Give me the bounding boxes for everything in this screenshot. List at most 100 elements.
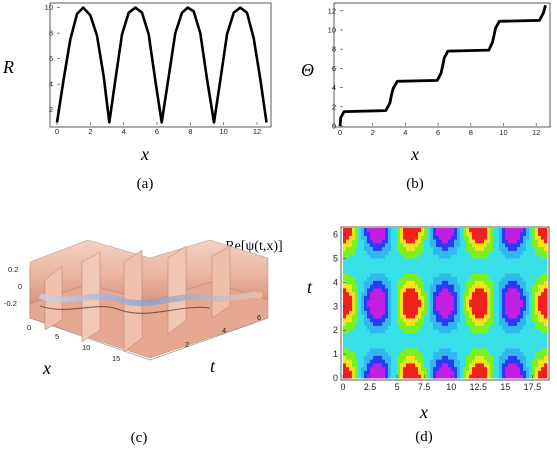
heatmap-cell	[415, 363, 419, 368]
heatmap-cell	[400, 228, 404, 233]
heatmap-cell	[472, 228, 476, 233]
heatmap-cell	[487, 333, 491, 338]
heatmap-cell	[427, 363, 431, 368]
heatmap-cell	[439, 321, 443, 326]
heatmap-cell	[478, 284, 482, 289]
heatmap-cell	[376, 336, 380, 341]
heatmap-cell	[448, 310, 452, 315]
heatmap-cell	[493, 265, 497, 270]
heatmap-cell	[442, 280, 446, 285]
heatmap-cell	[460, 291, 464, 296]
heatmap-cell	[505, 359, 509, 364]
heatmap-cell	[481, 348, 485, 353]
heatmap-cell	[379, 355, 383, 360]
heatmap-cell	[382, 321, 386, 326]
heatmap-cell	[418, 344, 422, 349]
heatmap-cell	[373, 280, 377, 285]
heatmap-cell	[400, 231, 404, 236]
heatmap-cell	[508, 321, 512, 326]
heatmap-cell	[505, 374, 509, 379]
heatmap-cell	[466, 231, 470, 236]
heatmap-cell	[493, 325, 497, 330]
heatmap-cell	[397, 254, 401, 259]
heatmap-cell	[394, 235, 398, 240]
heatmap-cell	[448, 363, 452, 368]
heatmap-cell	[421, 318, 425, 323]
heatmap-cell	[373, 228, 377, 233]
heatmap-cell	[481, 295, 485, 300]
heatmap-cell	[526, 269, 530, 274]
heatmap-cell	[496, 261, 500, 266]
heatmap-cell	[388, 299, 392, 304]
heatmap-cell	[388, 366, 392, 371]
heatmap-cell	[346, 310, 350, 315]
heatmap-cell	[478, 329, 482, 334]
heatmap-cell	[484, 355, 488, 360]
heatmap-cell	[499, 336, 503, 341]
heatmap-cell	[442, 370, 446, 375]
heatmap-cell	[409, 318, 413, 323]
heatmap-cell	[460, 310, 464, 315]
heatmap-cell	[343, 314, 347, 319]
heatmap-cell	[367, 269, 371, 274]
heatmap-cell	[379, 258, 383, 263]
heatmap-cell	[535, 254, 539, 259]
heatmap-cell	[442, 228, 446, 233]
heatmap-cell	[496, 303, 500, 308]
heatmap-cell	[490, 314, 494, 319]
heatmap-cell	[385, 239, 389, 244]
heatmap-cell	[451, 340, 455, 345]
heatmap-cell	[367, 250, 371, 255]
heatmap-cell	[442, 321, 446, 326]
heatmap-cell	[409, 336, 413, 341]
heatmap-cell	[430, 333, 434, 338]
heatmap-cell	[406, 280, 410, 285]
heatmap-cell	[379, 284, 383, 289]
heatmap-cell	[481, 246, 485, 251]
heatmap-cell	[433, 246, 437, 251]
heatmap-cell	[502, 329, 506, 334]
heatmap-cell	[535, 359, 539, 364]
heatmap-cell	[361, 318, 365, 323]
heatmap-cell	[346, 239, 350, 244]
heatmap-cell	[355, 310, 359, 315]
heatmap-cell	[439, 276, 443, 281]
heatmap-cell	[424, 273, 428, 278]
heatmap-cell	[439, 359, 443, 364]
heatmap-cell	[361, 239, 365, 244]
heatmap-cell	[346, 284, 350, 289]
panel-c-ticks: 0.2 0 -0.2 0 5 10 15 2 4 6	[4, 265, 261, 363]
heatmap-cell	[346, 359, 350, 364]
panel-d-ytick-label: 4	[333, 277, 338, 287]
heatmap-cell	[352, 359, 356, 364]
heatmap-cell	[511, 306, 515, 311]
heatmap-cell	[430, 336, 434, 341]
heatmap-cell	[358, 295, 362, 300]
heatmap-cell	[406, 348, 410, 353]
heatmap-cell	[409, 329, 413, 334]
heatmap-cell	[475, 329, 479, 334]
heatmap-cell	[349, 288, 353, 293]
heatmap-cell	[433, 265, 437, 270]
heatmap-cell	[520, 299, 524, 304]
heatmap-cell	[532, 276, 536, 281]
heatmap-cell	[364, 291, 368, 296]
heatmap-cell	[436, 329, 440, 334]
heatmap-cell	[451, 265, 455, 270]
heatmap-cell	[541, 291, 545, 296]
heatmap-cell	[403, 284, 407, 289]
heatmap-cell	[439, 235, 443, 240]
heatmap-cell	[478, 318, 482, 323]
heatmap-cell	[451, 228, 455, 233]
heatmap-cell	[415, 310, 419, 315]
heatmap-cell	[364, 276, 368, 281]
heatmap-cell	[538, 284, 542, 289]
heatmap-cell	[448, 235, 452, 240]
heatmap-cell	[511, 314, 515, 319]
heatmap-cell	[481, 363, 485, 368]
heatmap-cell	[460, 348, 464, 353]
heatmap-cell	[373, 359, 377, 364]
heatmap-cell	[502, 269, 506, 274]
heatmap-cell	[481, 355, 485, 360]
heatmap-cell	[355, 351, 359, 356]
